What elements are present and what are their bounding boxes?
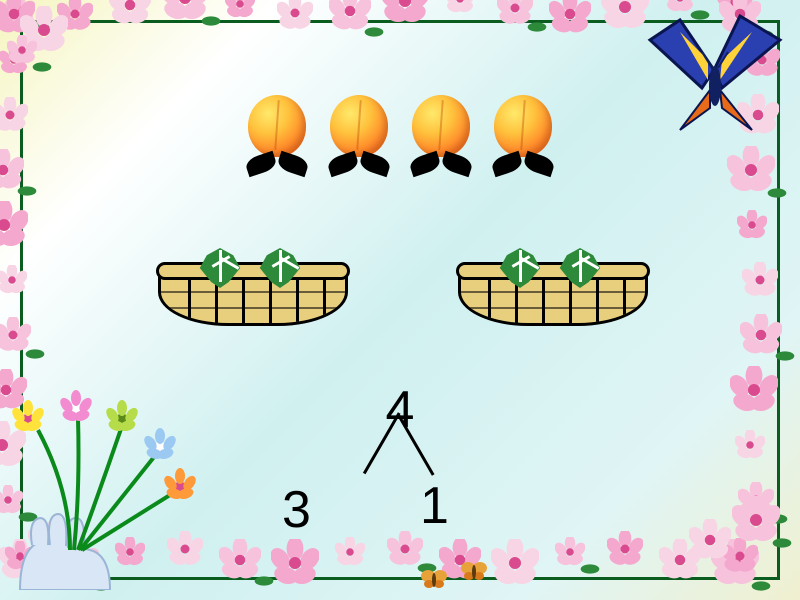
border-flower-icon <box>5 0 35 30</box>
border-flower-icon <box>689 519 731 566</box>
border-leaf-icon <box>772 536 792 554</box>
border-leaf-icon <box>527 20 547 38</box>
border-leaf-icon <box>417 561 437 579</box>
small-butterfly-icon <box>420 568 448 595</box>
border-leaf-icon <box>775 349 795 367</box>
border-leaf-icon <box>767 186 787 204</box>
border-flower-icon <box>329 0 371 37</box>
border-leaf-icon <box>751 579 771 597</box>
border-flower-icon <box>607 531 643 572</box>
border-flower-icon <box>742 262 778 303</box>
border-flower-icon <box>387 531 423 572</box>
peach-icon <box>406 90 476 175</box>
border-flower-icon <box>0 0 35 40</box>
border-leaf-icon <box>580 562 600 580</box>
number-bond-branches <box>310 440 490 500</box>
border-flower-icon <box>219 539 261 586</box>
peach-icon <box>488 90 558 175</box>
peaches-row <box>0 90 800 175</box>
basket-icon <box>158 248 348 328</box>
border-flower-icon <box>0 45 29 80</box>
border-flower-icon <box>109 0 151 31</box>
border-flower-icon <box>20 6 68 59</box>
small-butterfly-icon <box>460 560 488 587</box>
border-flower-icon <box>737 210 767 245</box>
peach-icon <box>242 90 312 175</box>
border-leaf-icon <box>17 184 37 202</box>
border-flower-icon <box>740 314 782 361</box>
border-leaf-icon <box>30 20 50 38</box>
border-flower-icon <box>0 265 27 300</box>
border-leaf-icon <box>254 574 274 592</box>
border-leaf-icon <box>768 512 788 530</box>
border-leaf-icon <box>364 25 384 43</box>
border-flower-icon <box>277 0 313 36</box>
border-flower-icon <box>711 539 759 592</box>
basket-icon <box>458 248 648 328</box>
border-flower-icon <box>445 0 475 19</box>
border-flower-icon <box>555 537 585 572</box>
number-bond-right: 1 <box>420 476 449 536</box>
border-flower-icon <box>57 0 93 37</box>
border-flower-icon <box>722 538 758 579</box>
border-flower-icon <box>7 35 37 70</box>
border-flower-icon <box>225 0 255 24</box>
border-flower-icon <box>497 0 533 31</box>
border-flower-icon <box>659 539 701 586</box>
flower-bouquet-icon <box>10 390 210 590</box>
border-flower-icon <box>0 201 28 254</box>
peach-icon <box>324 90 394 175</box>
border-flower-icon <box>549 0 591 40</box>
border-flower-icon <box>161 0 209 27</box>
border-flower-icon <box>0 317 31 358</box>
number-bond-left: 3 <box>282 480 311 540</box>
border-leaf-icon <box>25 347 45 365</box>
border-flower-icon <box>491 539 539 592</box>
border-flower-icon <box>271 539 319 592</box>
border-flower-icon <box>381 0 429 30</box>
border-flower-icon <box>439 539 481 586</box>
border-leaf-icon <box>201 14 221 32</box>
border-leaf-icon <box>32 60 52 78</box>
border-flower-icon <box>335 537 365 572</box>
